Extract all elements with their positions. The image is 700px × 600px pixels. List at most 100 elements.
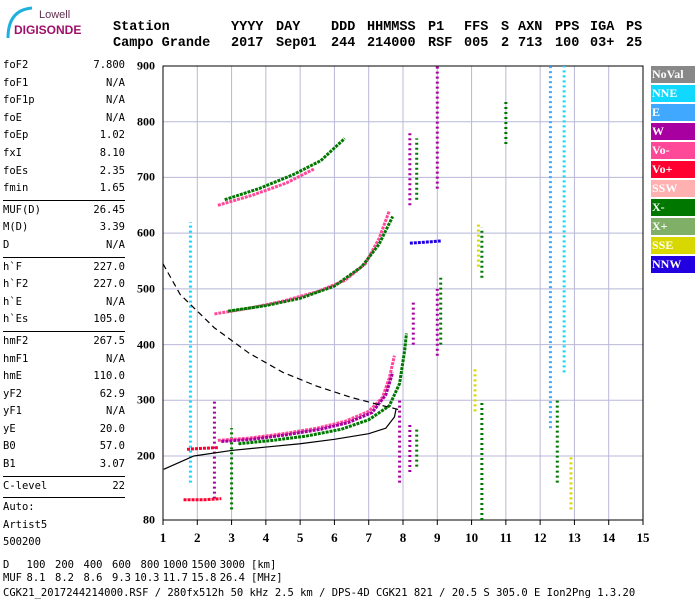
param-value: 267.5 bbox=[93, 334, 125, 347]
y-tick-label: 300 bbox=[137, 392, 155, 407]
distance-value: 3000 bbox=[219, 559, 245, 571]
y-tick-label: 400 bbox=[137, 337, 155, 352]
param-value: N/A bbox=[106, 94, 125, 107]
param-value: 110.0 bbox=[93, 370, 125, 383]
distance-value: 1000 bbox=[162, 559, 188, 571]
param-row: h`E N/A bbox=[3, 294, 125, 312]
legend-item: NNE bbox=[651, 85, 695, 102]
echo-trace bbox=[217, 167, 315, 207]
legend-item: W bbox=[651, 123, 695, 140]
param-row: B0 57.0 bbox=[3, 438, 125, 456]
param-row: fxI 8.10 bbox=[3, 145, 125, 163]
param-value: N/A bbox=[106, 405, 125, 418]
echo-trace bbox=[409, 239, 441, 245]
logo-line2: DIGISONDE bbox=[14, 23, 82, 37]
autoscale-info: 500200 bbox=[3, 536, 41, 549]
param-value: N/A bbox=[106, 352, 125, 365]
param-name: foEp bbox=[3, 129, 29, 142]
param-value: 227.0 bbox=[93, 260, 125, 273]
x-tick-label: 2 bbox=[194, 530, 201, 545]
param-value: 8.10 bbox=[99, 146, 125, 159]
distance-value: 1500 bbox=[191, 559, 217, 571]
param-name: D bbox=[3, 238, 10, 251]
param-row: h`F 227.0 bbox=[3, 259, 125, 277]
x-tick-label: 7 bbox=[365, 530, 372, 545]
param-name: hmE bbox=[3, 370, 22, 383]
echo-trace bbox=[183, 497, 222, 502]
x-tick-label: 13 bbox=[567, 530, 581, 545]
muf-value: 8.1 bbox=[26, 572, 46, 584]
echo-trace bbox=[238, 333, 408, 446]
header-value: 2017 bbox=[231, 36, 264, 51]
y-tick-label: 500 bbox=[137, 281, 155, 296]
param-value: 57.0 bbox=[99, 440, 125, 453]
param-value: 22 bbox=[112, 479, 125, 492]
legend-item: SSE bbox=[651, 237, 695, 254]
param-value: 3.39 bbox=[99, 221, 125, 234]
y-tick-label: 700 bbox=[137, 169, 155, 184]
header-field-9: PPS 100 bbox=[555, 20, 579, 52]
header-label: HHMMSS bbox=[367, 20, 416, 35]
param-value: N/A bbox=[106, 238, 125, 251]
header-label: YYYY bbox=[231, 20, 264, 35]
param-value: N/A bbox=[106, 295, 125, 308]
header-value: 713 bbox=[518, 36, 543, 51]
header-value: Sep01 bbox=[276, 36, 317, 51]
header-value: 2 bbox=[501, 36, 510, 51]
param-row: hmE 110.0 bbox=[3, 368, 125, 386]
param-row: yE 20.0 bbox=[3, 421, 125, 439]
param-value: 227.0 bbox=[93, 278, 125, 291]
autoscale-info: Auto: bbox=[3, 501, 35, 514]
param-name: h`F bbox=[3, 260, 22, 273]
muf-value: 11.7 bbox=[162, 572, 188, 584]
legend-item: E bbox=[651, 104, 695, 121]
param-name: hmF2 bbox=[3, 334, 29, 347]
param-name: fmin bbox=[3, 182, 29, 195]
param-name: fxI bbox=[3, 146, 22, 159]
x-tick-label: 3 bbox=[228, 530, 235, 545]
header-field-2: DAY Sep01 bbox=[276, 20, 317, 52]
logo-line1: Lowell bbox=[39, 9, 71, 21]
param-row: yF1 N/A bbox=[3, 403, 125, 421]
echo-trace bbox=[217, 355, 396, 442]
x-tick-label: 1 bbox=[159, 530, 167, 545]
param-value: N/A bbox=[106, 76, 125, 89]
param-name: foF1p bbox=[3, 94, 35, 107]
x-tick-label: 11 bbox=[499, 530, 512, 545]
file-info-footer: CGK21_2017244214000.RSF / 280fx512h 50 k… bbox=[3, 587, 636, 599]
param-row: h`Es 105.0 bbox=[3, 311, 125, 329]
distance-value: 800 bbox=[140, 559, 160, 571]
divider bbox=[3, 475, 125, 477]
param-row: foF1 N/A bbox=[3, 75, 125, 93]
x-tick-label: 9 bbox=[434, 530, 441, 545]
param-value: 26.45 bbox=[93, 203, 125, 216]
distance-unit: [km] bbox=[251, 559, 277, 571]
legend-item: Vo+ bbox=[651, 161, 695, 178]
header-field-6: FFS 005 bbox=[464, 20, 488, 52]
y-tick-label: 200 bbox=[137, 448, 155, 463]
header-label: PS bbox=[626, 20, 643, 35]
muf-value: 15.8 bbox=[191, 572, 217, 584]
header-value: 214000 bbox=[367, 36, 416, 51]
muf-label: MUF bbox=[3, 572, 22, 584]
echo-trace bbox=[221, 371, 395, 444]
header-field-10: IGA 03+ bbox=[590, 20, 614, 52]
param-name: foEs bbox=[3, 164, 29, 177]
header-value: 005 bbox=[464, 36, 489, 51]
y-tick-label: 80 bbox=[143, 512, 155, 527]
param-name: h`Es bbox=[3, 313, 29, 326]
param-name: h`E bbox=[3, 295, 22, 308]
distance-value: 100 bbox=[26, 559, 46, 571]
param-value: 7.800 bbox=[93, 59, 125, 71]
logo-arc-icon bbox=[6, 6, 33, 39]
param-name: foE bbox=[3, 111, 22, 124]
param-value: 105.0 bbox=[93, 313, 125, 326]
x-tick-label: 8 bbox=[399, 530, 407, 545]
x-tick-label: 14 bbox=[602, 530, 616, 545]
param-name: h`F2 bbox=[3, 278, 29, 291]
x-tick-label: 5 bbox=[296, 530, 304, 545]
param-row: D N/A bbox=[3, 237, 125, 255]
header-label: FFS bbox=[464, 20, 489, 35]
